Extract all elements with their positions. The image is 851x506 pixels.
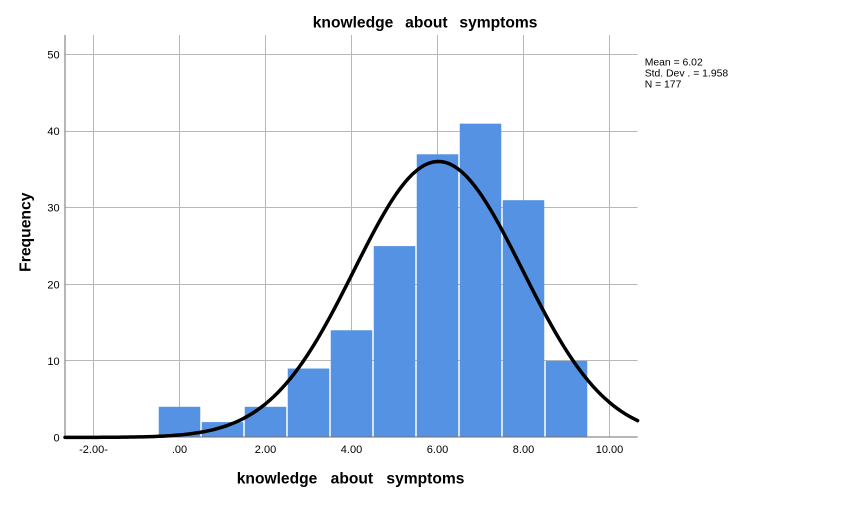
svg-text:Frequency: Frequency <box>18 192 35 272</box>
svg-text:0: 0 <box>53 432 59 444</box>
svg-text:knowledge about symptoms: knowledge about symptoms <box>313 15 538 32</box>
svg-text:20: 20 <box>47 279 59 291</box>
svg-text:40: 40 <box>47 126 59 138</box>
svg-text:4.00: 4.00 <box>341 444 362 456</box>
svg-text:2.00: 2.00 <box>255 444 276 456</box>
svg-text:N = 177: N = 177 <box>645 80 682 91</box>
svg-text:10: 10 <box>47 356 59 368</box>
svg-text:.00: .00 <box>172 444 187 456</box>
svg-text:Std. Dev . = 1.958: Std. Dev . = 1.958 <box>645 68 729 79</box>
svg-text:8.00: 8.00 <box>513 444 534 456</box>
svg-text:Mean = 6.02: Mean = 6.02 <box>645 57 703 68</box>
svg-text:10.00: 10.00 <box>596 444 624 456</box>
svg-text:-2.00-: -2.00- <box>79 444 108 456</box>
svg-text:50: 50 <box>47 50 59 62</box>
svg-text:knowledge about symptoms: knowledge about symptoms <box>237 471 465 488</box>
svg-text:30: 30 <box>47 203 59 215</box>
svg-text:6.00: 6.00 <box>427 444 448 456</box>
